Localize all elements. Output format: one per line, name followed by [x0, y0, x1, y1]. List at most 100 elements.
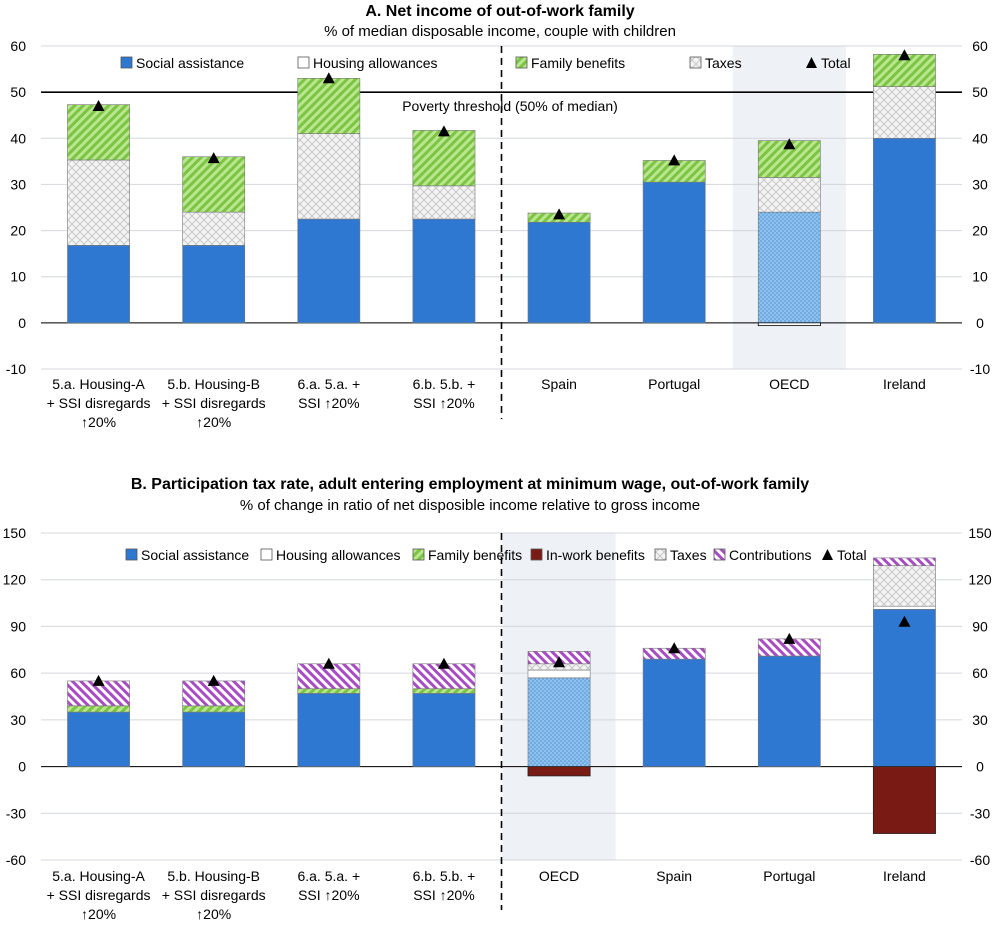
y-tick-left: 60 — [10, 665, 26, 681]
category-label: + SSI disregards — [47, 395, 151, 411]
category-label: Portugal — [648, 376, 700, 392]
total-marker — [207, 674, 220, 686]
legend-swatch-total — [806, 57, 817, 68]
total-marker — [898, 49, 911, 61]
bar-segment-negative — [757, 322, 821, 327]
category-label: 5.a. Housing-A — [52, 868, 145, 884]
category-label: Portugal — [763, 868, 815, 884]
y-tick-right: -30 — [970, 805, 990, 821]
reference-line-label: Poverty threshold (50% of median) — [402, 98, 618, 114]
bar-segment-social-assistance — [757, 655, 821, 767]
y-tick-right: 0 — [976, 759, 984, 775]
bar-segment-contributions — [873, 557, 936, 567]
panel-a-title: A. Net income of out-of-work family — [365, 3, 634, 20]
legend-swatch-total — [822, 549, 833, 560]
legend-label: Family benefits — [531, 55, 625, 71]
legend-swatch-housing-allowances — [260, 548, 273, 561]
bar-segment-in-work-benefits — [527, 766, 591, 777]
y-tick-left: 20 — [10, 223, 26, 239]
category-label: + SSI disregards — [162, 395, 266, 411]
y-tick-right: 120 — [968, 572, 992, 588]
total-marker — [553, 656, 566, 668]
bar-segment-social-assistance — [642, 181, 706, 324]
total-marker — [322, 657, 335, 669]
category-label: Spain — [541, 376, 577, 392]
panel-b-plot: -60 -60 -30 -30 0 0 30 30 60 60 90 90 120 120 150 150 5.… — [3, 525, 992, 922]
category-label: OECD — [769, 376, 809, 392]
category-label: 5.b. Housing-B — [167, 376, 260, 392]
bar-segment-family-benefits — [297, 688, 361, 694]
total-marker — [92, 674, 105, 686]
category-label: + SSI disregards — [162, 887, 266, 903]
legend-label: Social assistance — [141, 547, 249, 563]
legend-label: Total — [821, 55, 851, 71]
bar-segment-housing-allowances — [873, 605, 936, 610]
total-marker — [437, 125, 450, 137]
legend-swatch-family-benefits — [412, 548, 425, 561]
category-label: 5.b. Housing-B — [167, 868, 260, 884]
legend-swatch-in-work-benefits — [530, 548, 543, 561]
category-label: 6.a. 5.a. + — [297, 868, 360, 884]
y-tick-left: 60 — [10, 38, 26, 54]
bar-segment-social-assistance — [527, 677, 591, 767]
legend-swatch-taxes — [689, 56, 702, 69]
bar-segment-taxes — [412, 185, 476, 220]
bar-segment-social-assistance — [297, 218, 361, 324]
legend-swatch-housing-allowances — [297, 56, 310, 69]
category-label: Ireland — [883, 868, 926, 884]
legend: Social assistance Housing allowances Famil… — [120, 55, 851, 71]
y-tick-right: 0 — [976, 315, 984, 331]
bar-segment-family-benefits — [412, 688, 476, 694]
bar-segment-family-benefits — [67, 705, 130, 713]
y-tick-left: 30 — [10, 176, 26, 192]
bar-segment-social-assistance — [642, 658, 706, 767]
legend-label: Taxes — [705, 55, 742, 71]
bar-segment-family-benefits — [297, 78, 361, 134]
category-label: 6.b. 5.b. + — [413, 868, 476, 884]
bar-segment-social-assistance — [67, 245, 130, 324]
category-label: Ireland — [883, 376, 926, 392]
total-marker — [92, 99, 105, 111]
y-tick-left: 50 — [10, 84, 26, 100]
category-label: ↑20% — [81, 414, 116, 430]
bar-segment-taxes — [873, 565, 936, 607]
legend-swatch-social-assistance — [125, 548, 138, 561]
y-tick-right: -10 — [970, 361, 990, 377]
bar-segment-family-benefits — [182, 156, 246, 213]
legend-label: Family benefits — [428, 547, 522, 563]
panel-b-title: B. Participation tax rate, adult enterin… — [131, 476, 809, 493]
category-label: 5.a. Housing-A — [52, 376, 145, 392]
bar-segment-taxes — [757, 177, 821, 213]
legend-swatch-family-benefits — [515, 56, 528, 69]
bar-segment-taxes — [873, 86, 936, 139]
y-tick-right: -60 — [970, 852, 990, 868]
y-tick-left: -30 — [6, 805, 26, 821]
bar-segment-social-assistance — [67, 711, 130, 767]
y-tick-right: 50 — [972, 84, 988, 100]
category-label: Spain — [656, 868, 692, 884]
category-label: 6.a. 5.a. + — [297, 376, 360, 392]
total-marker — [783, 138, 796, 150]
legend-label: Taxes — [670, 547, 707, 563]
y-tick-right: 90 — [972, 618, 988, 634]
legend-label: Housing allowances — [276, 547, 401, 563]
total-marker — [668, 154, 681, 166]
y-tick-right: 10 — [972, 269, 988, 285]
bar-segment-taxes — [182, 211, 246, 246]
panel-b-participation-tax-rate: B. Participation tax rate, adult enterin… — [3, 476, 992, 922]
panel-a-subtitle: % of median disposable income, couple wi… — [324, 23, 676, 40]
bar-segment-social-assistance — [182, 245, 246, 324]
legend-label: Total — [837, 547, 867, 563]
y-tick-right: 30 — [972, 176, 988, 192]
bar-segment-social-assistance — [412, 693, 476, 767]
total-marker — [322, 72, 335, 84]
legend: Social assistance Housing allowances Famil… — [125, 547, 867, 563]
legend-label: In-work benefits — [546, 547, 645, 563]
bar-segment-social-assistance — [873, 137, 936, 324]
legend-label: Housing allowances — [313, 55, 438, 71]
y-tick-left: 120 — [3, 572, 27, 588]
category-label: ↑20% — [196, 906, 231, 922]
legend-swatch-social-assistance — [120, 56, 133, 69]
bar-segment-taxes — [67, 159, 130, 246]
category-label: SSI ↑20% — [413, 395, 474, 411]
